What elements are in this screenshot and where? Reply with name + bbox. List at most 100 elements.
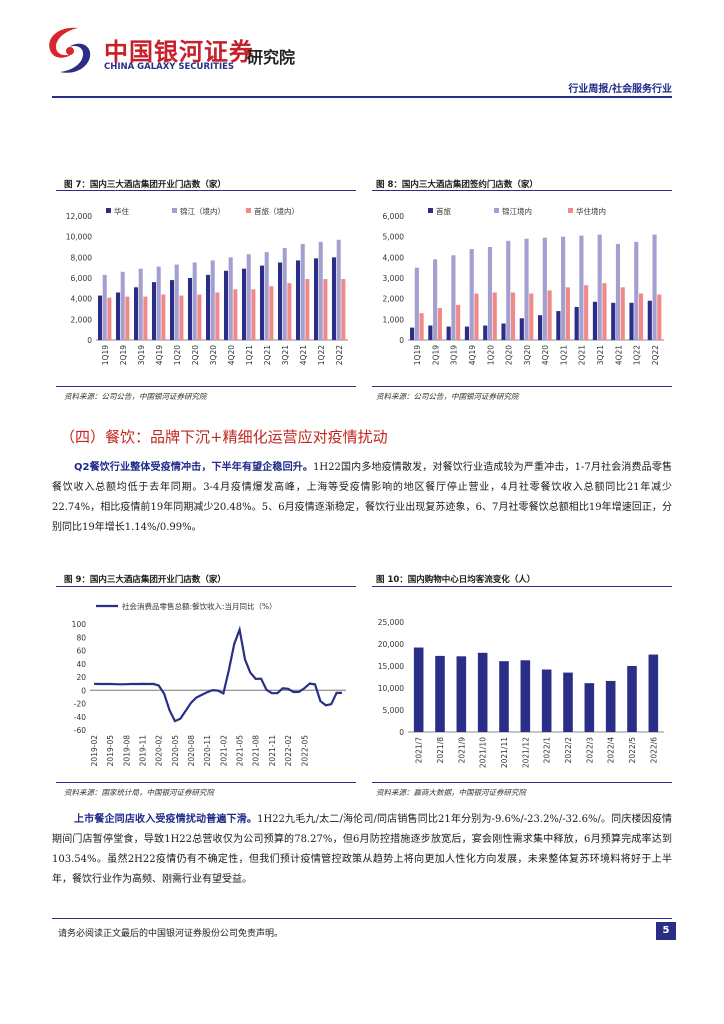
fig7-bar-华住 [133, 287, 139, 340]
fig9-ytick-label: -60 [74, 726, 86, 735]
fig8-bar-锦江境内 [469, 249, 474, 340]
fig10-bar [541, 669, 552, 732]
fig9-ytick-label: 0 [81, 686, 86, 695]
fig8-chart: 0 1,000 2,000 3,000 4,000 5,000 6,000 1Q19 2Q19 3… [383, 206, 664, 365]
fig8-bar-首旅 [538, 315, 543, 340]
fig10-ytick-label: 5,000 [383, 706, 405, 715]
fig8-ytick-label: 4,000 [383, 253, 405, 262]
fig9-ytick-label: 60 [76, 647, 86, 656]
fig8-legend-label: 锦江境内 [502, 206, 532, 216]
fig8-bar-首旅 [629, 302, 634, 340]
fig8-bar-锦江境内 [506, 240, 511, 340]
fig10-xtick-label: 2022/3 [585, 737, 594, 764]
fig7-bottom-rule [56, 386, 356, 387]
fig8-xtick-label: 1Q21 [559, 345, 568, 365]
fig7-ytick-label: 0 [87, 336, 92, 345]
fig9-xtick-label: 2020-05 [171, 735, 180, 767]
fig8-bar-锦江境内 [597, 234, 602, 340]
fig10-bar [520, 660, 531, 732]
fig9-xtick-label: 2021-11 [268, 735, 277, 767]
fig9-xtick-label: 2019-08 [122, 735, 131, 767]
fig7-bar-锦江（境内） [192, 262, 197, 340]
fig8-bar-华住境内 [620, 287, 625, 340]
fig7-bar-华住 [151, 282, 157, 340]
fig8-bar-华住境内 [437, 307, 442, 340]
fig10-bar [563, 672, 573, 732]
fig9-chart: -60 -40 -20 0 20 40 60 80 100 2019-02 2019-05 2019-… [72, 601, 346, 767]
fig10-bar [477, 652, 488, 732]
fig8-bar-首旅 [446, 326, 451, 340]
fig8-bar-华住境内 [565, 287, 570, 340]
fig7-bar-锦江（境内） [174, 264, 179, 340]
fig10-bar [627, 666, 637, 732]
fig8-xtick-label: 1Q20 [486, 345, 495, 365]
fig8-bar-首旅 [592, 301, 598, 340]
fig7-xtick-label: 4Q19 [155, 345, 164, 365]
fig8-bar-锦江境内 [414, 267, 419, 340]
fig7-chart: 0 2,000 4,000 6,000 8,000 10,000 12,000 1Q19 2Q1… [66, 206, 348, 365]
fig8-bar-锦江境内 [542, 237, 547, 340]
paragraph2-body: 1H22九毛九/太二/海伦司/同店销售同比21年分别为-9.6%/-23.2%/… [52, 814, 673, 885]
fig7-bar-锦江（境内） [156, 266, 161, 340]
fig7-bar-锦江（境内） [210, 260, 215, 340]
fig10-bottom-rule [372, 782, 672, 783]
fig8-bar-华住境内 [547, 290, 552, 340]
fig9-xtick-label: 2019-05 [106, 735, 115, 767]
fig8-bar-华住境内 [584, 285, 589, 340]
fig9-xtick-label: 2021-08 [252, 735, 261, 767]
fig8-bar-锦江境内 [634, 241, 639, 340]
fig8-bar-锦江境内 [615, 243, 621, 340]
fig10-source: 资料来源：赢商大数据，中国银河证券研究院 [376, 788, 526, 797]
fig7-bar-锦江（境内） [102, 274, 107, 340]
fig7-xtick-label: 2Q20 [191, 345, 200, 365]
fig8-bar-锦江境内 [487, 247, 493, 340]
fig7-bar-首旅（境内） [233, 289, 238, 340]
fig8-ytick-label: 2,000 [383, 295, 405, 304]
fig8-bar-锦江境内 [561, 236, 566, 340]
fig8-bar-首旅 [519, 318, 524, 340]
fig10-bar [435, 655, 445, 732]
fig8-ytick-label: 3,000 [383, 274, 405, 283]
fig8-xtick-label: 2Q22 [651, 345, 660, 365]
fig8-xtick-label: 3Q20 [523, 345, 532, 365]
fig10-xtick-label: 2021/8 [436, 737, 445, 764]
fig7-ytick-label: 6,000 [71, 274, 93, 283]
fig9-xtick-label: 2019-02 [90, 735, 99, 767]
fig8-bottom-rule [372, 386, 672, 387]
fig7-bar-锦江（境内） [264, 252, 269, 340]
fig7-bar-锦江（境内） [138, 268, 143, 340]
fig7-bar-锦江（境内） [336, 239, 341, 340]
fig10-xtick-label: 2022/5 [628, 737, 637, 764]
fig8-ytick-label: 1,000 [383, 315, 405, 324]
fig10-xtick-label: 2022/4 [607, 737, 616, 764]
footer-rule [52, 918, 672, 919]
fig8-legend-label: 首旅 [436, 206, 451, 216]
fig8-bar-首旅 [501, 323, 506, 340]
fig9-ytick-label: -40 [74, 713, 86, 722]
fig7-bar-首旅（境内） [323, 279, 328, 340]
fig7-source: 资料来源：公司公告，中国银河证券研究院 [64, 392, 207, 401]
fig7-bar-华住 [205, 274, 211, 340]
fig8-ytick-label: 6,000 [383, 212, 405, 221]
fig7-bar-锦江（境内） [246, 254, 251, 340]
fig7-bar-华住 [313, 258, 319, 340]
fig7-bar-首旅（境内） [161, 294, 166, 340]
company-name-en: CHINA GALAXY SECURITIES [104, 62, 235, 72]
fig8-bar-首旅 [556, 311, 561, 340]
fig8-bar-锦江境内 [451, 255, 456, 340]
fig8-xtick-label: 1Q22 [633, 345, 642, 365]
fig10-xtick-label: 2021/10 [479, 737, 488, 768]
fig7-bar-首旅（境内） [179, 295, 184, 340]
fig8-bar-首旅 [464, 326, 470, 340]
fig10-rule [372, 586, 672, 587]
fig7-legend-label: 首旅（境内） [254, 206, 299, 216]
fig7-xtick-label: 1Q20 [173, 345, 182, 365]
fig7-bar-华住 [295, 260, 301, 340]
fig7-xtick-label: 1Q21 [245, 345, 254, 365]
fig7-legend-swatch [246, 208, 251, 213]
fig10-chart: 0 5,000 10,000 15,000 20,000 25,000 2021/7 2021… [378, 618, 664, 768]
fig8-bar-首旅 [428, 325, 433, 340]
fig7-ytick-label: 12,000 [66, 212, 92, 221]
fig10-ytick-label: 15,000 [378, 662, 404, 671]
fig9-legend-label: 社会消费品零售总额:餐饮收入:当月同比（%） [122, 601, 277, 611]
